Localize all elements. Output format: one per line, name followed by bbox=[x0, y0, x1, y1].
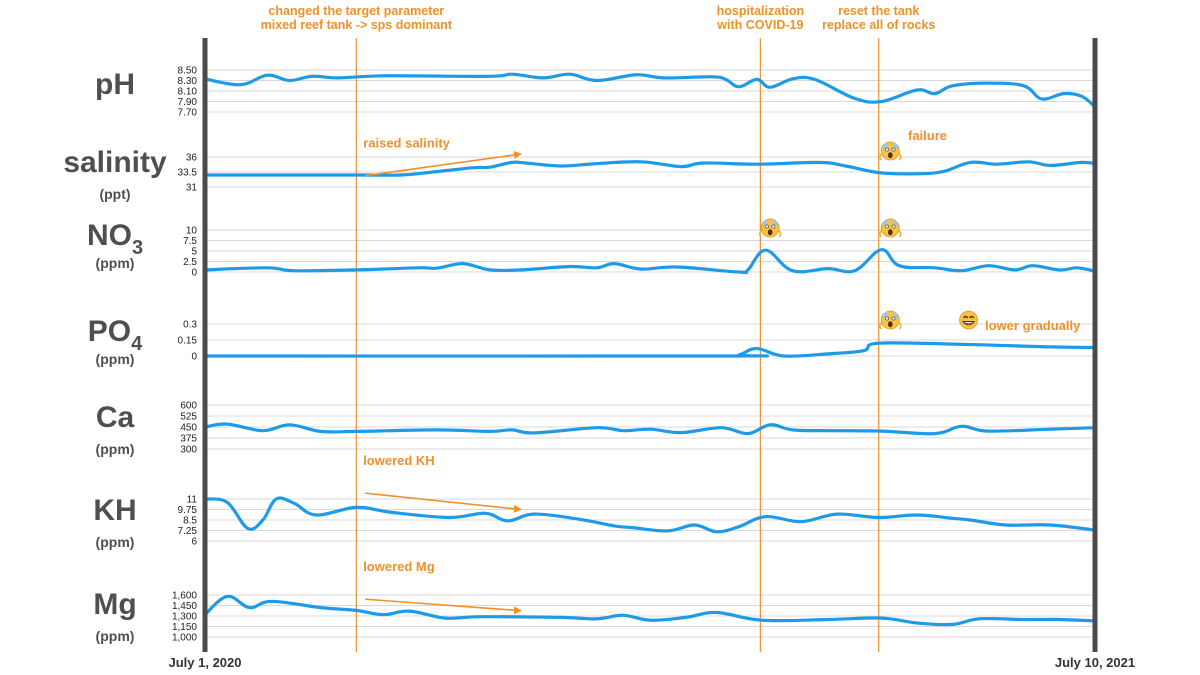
series-name: PO4 bbox=[88, 315, 143, 355]
series-line bbox=[203, 496, 1097, 534]
shocked-emoji-icon bbox=[879, 141, 902, 161]
series-unit: (ppt) bbox=[99, 186, 130, 202]
x-axis-end-label: July 10, 2021 bbox=[1055, 655, 1135, 670]
event-label: reset the tank bbox=[838, 4, 919, 18]
tick-label: 7.25 bbox=[178, 526, 198, 537]
tick-label: 0.3 bbox=[183, 320, 197, 331]
tick-label: 7.70 bbox=[178, 108, 198, 119]
series-name: pH bbox=[95, 68, 135, 101]
series-line bbox=[203, 594, 1097, 627]
tick-label: 1,450 bbox=[172, 601, 197, 612]
event-label: hospitalization bbox=[717, 4, 805, 18]
tick-label: 600 bbox=[180, 401, 197, 412]
tick-label: 0.15 bbox=[178, 336, 198, 347]
tick-label: 9.75 bbox=[178, 505, 198, 516]
event-label: with COVID-19 bbox=[716, 18, 803, 32]
series-name: Ca bbox=[96, 401, 135, 434]
tick-label: 525 bbox=[180, 412, 197, 423]
series-name: salinity bbox=[63, 146, 167, 179]
series-name: KH bbox=[93, 494, 136, 527]
annotation-label: raised salinity bbox=[363, 136, 450, 151]
event-label: mixed reef tank -> sps dominant bbox=[261, 18, 453, 32]
tick-label: 450 bbox=[180, 423, 197, 434]
event-label: changed the target parameter bbox=[268, 4, 444, 18]
series-name: Mg bbox=[93, 588, 136, 621]
tick-label: 8.10 bbox=[178, 87, 198, 98]
tick-label: 1,300 bbox=[172, 612, 197, 623]
shocked-emoji-icon bbox=[879, 310, 902, 330]
series-unit: (ppm) bbox=[96, 441, 135, 457]
tick-label: 0 bbox=[191, 352, 197, 363]
series-unit: (ppm) bbox=[96, 351, 135, 367]
tick-label: 1,600 bbox=[172, 591, 197, 602]
tick-label: 10 bbox=[186, 226, 198, 237]
annotation-arrow bbox=[365, 598, 522, 615]
tick-label: 0 bbox=[191, 268, 197, 279]
annotation-arrow bbox=[365, 150, 522, 177]
tick-label: 8.30 bbox=[178, 76, 198, 87]
event-label: replace all of rocks bbox=[822, 18, 935, 32]
series-line bbox=[203, 72, 1097, 109]
series-unit: (ppm) bbox=[96, 255, 135, 271]
annotation-label: lowered KH bbox=[363, 453, 435, 468]
tick-label: 33.5 bbox=[178, 168, 198, 179]
tick-label: 7.5 bbox=[183, 236, 197, 247]
grin-emoji-icon bbox=[959, 310, 979, 330]
annotation-layer: raised salinity lowered KH lowered Mg failu… bbox=[363, 128, 1081, 615]
series-line bbox=[203, 160, 1097, 177]
tick-label: 31 bbox=[186, 183, 198, 194]
series-name: NO3 bbox=[87, 219, 143, 259]
tick-label: 1,000 bbox=[172, 633, 197, 644]
label-layer: 8.508.308.107.907.70pH3633.531salinity(p… bbox=[63, 66, 197, 645]
tick-label: 8.5 bbox=[183, 516, 197, 527]
tick-label: 6 bbox=[191, 537, 197, 548]
grid-layer bbox=[205, 69, 1095, 638]
tick-label: 5 bbox=[191, 247, 197, 258]
series-unit: (ppm) bbox=[96, 628, 135, 644]
series-layer bbox=[203, 72, 1097, 627]
tick-label: 7.90 bbox=[178, 97, 198, 108]
series-line bbox=[203, 422, 1097, 436]
series-line bbox=[203, 248, 1097, 275]
tick-label: 1,150 bbox=[172, 622, 197, 633]
tick-label: 375 bbox=[180, 434, 197, 445]
annotation-label: lower gradually bbox=[985, 318, 1081, 333]
tick-label: 2.5 bbox=[183, 257, 197, 268]
axis-layer: July 1, 2020 July 10, 2021 bbox=[169, 38, 1135, 670]
tick-label: 8.50 bbox=[178, 66, 198, 77]
tick-label: 11 bbox=[187, 495, 198, 506]
series-unit: (ppm) bbox=[96, 534, 135, 550]
x-axis-start-label: July 1, 2020 bbox=[169, 655, 242, 670]
annotation-label: failure bbox=[908, 128, 947, 143]
shocked-emoji-icon bbox=[879, 218, 902, 238]
annotation-arrow bbox=[365, 492, 522, 513]
tick-label: 300 bbox=[180, 445, 197, 456]
shocked-emoji-icon bbox=[758, 218, 782, 238]
series-line bbox=[203, 341, 1097, 358]
tick-label: 36 bbox=[186, 153, 198, 164]
annotation-label: lowered Mg bbox=[363, 559, 435, 574]
